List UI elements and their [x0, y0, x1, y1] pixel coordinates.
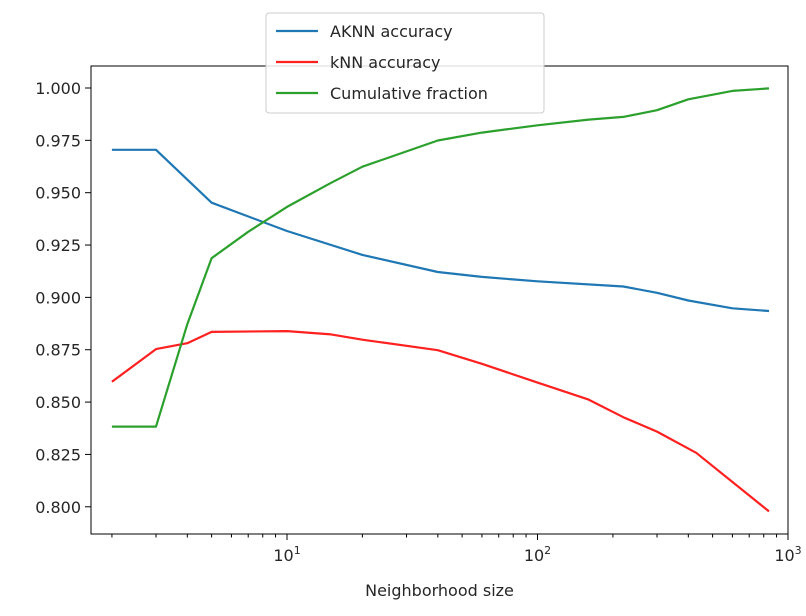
- legend-box: [265, 12, 545, 114]
- x-tick-label-base: 10: [524, 546, 544, 565]
- y-tick-label: 0.825: [35, 445, 81, 464]
- series-line-2: [111, 330, 770, 513]
- x-tick-label: 103: [774, 544, 801, 565]
- legend: AKNN accuracy kNN accuracy Cumulative frac…: [265, 12, 545, 114]
- x-tick-label: 101: [273, 544, 300, 565]
- x-tick-label: 102: [524, 544, 551, 565]
- legend-label-3: Cumulative fraction: [330, 84, 488, 103]
- x-tick-label-exponent: 2: [544, 544, 551, 557]
- legend-label-2: kNN accuracy: [330, 53, 440, 72]
- y-tick-label: 1.000: [35, 79, 81, 98]
- y-tick-label: 0.850: [35, 393, 81, 412]
- y-tick-label: 0.800: [35, 498, 81, 517]
- y-axis-ticks: 0.800 0.825 0.850 0.875 0.900 0.925 0.950 0.975…: [35, 79, 91, 517]
- x-axis-ticks: 101 102 103: [111, 534, 802, 565]
- x-axis-label: Neighborhood size: [365, 581, 514, 600]
- x-tick-label-exponent: 3: [795, 544, 802, 557]
- plot-lines: [111, 87, 770, 513]
- y-tick-label: 0.975: [35, 131, 81, 150]
- x-tick-label-base: 10: [774, 546, 794, 565]
- y-tick-label: 0.925: [35, 236, 81, 255]
- legend-label-1: AKNN accuracy: [330, 22, 453, 41]
- y-tick-label: 0.900: [35, 288, 81, 307]
- x-tick-label-base: 10: [273, 546, 293, 565]
- series-line-1: [111, 148, 770, 313]
- series-line-3: [111, 87, 770, 428]
- y-tick-label: 0.950: [35, 184, 81, 203]
- y-tick-label: 0.875: [35, 341, 81, 360]
- x-tick-label-exponent: 1: [294, 544, 301, 557]
